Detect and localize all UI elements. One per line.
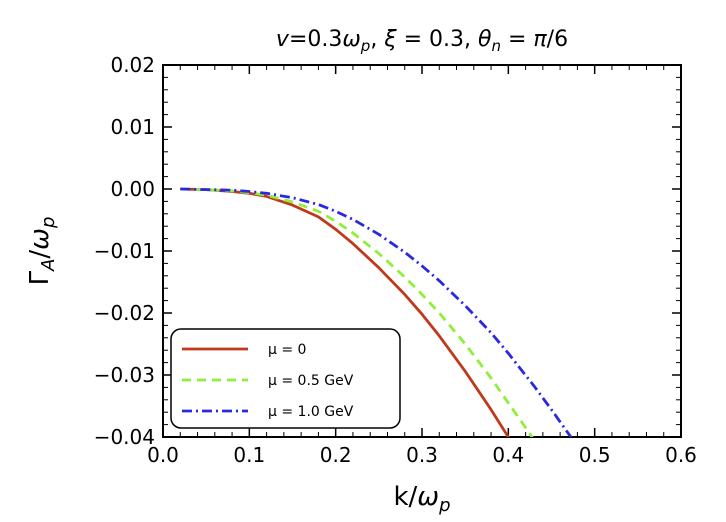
y-axis-title: ΓA/ωp bbox=[25, 217, 59, 286]
y-tick-label: 0.01 bbox=[110, 115, 155, 139]
x-tick-label: 0.2 bbox=[320, 443, 352, 467]
series-layer bbox=[180, 187, 573, 437]
y-tick-label: −0.04 bbox=[94, 425, 155, 449]
x-axis-title: k/ωp bbox=[393, 482, 450, 516]
chart-title: v=0.3ωp, ξ = 0.3, θn = π/6 bbox=[276, 27, 568, 55]
axis-ticks bbox=[162, 64, 682, 438]
legend-label-2: μ = 1.0 GeV bbox=[268, 404, 354, 420]
y-tick-label: −0.03 bbox=[94, 363, 155, 387]
y-tick-label: 0.00 bbox=[110, 177, 155, 201]
x-tick-label: 0.4 bbox=[492, 443, 524, 467]
y-tick-label: −0.01 bbox=[94, 239, 155, 263]
legend-label-1: μ = 0.5 GeV bbox=[268, 373, 354, 389]
x-tick-label: 0.6 bbox=[665, 443, 697, 467]
legend: μ = 0 μ = 0.5 GeV μ = 1.0 GeV bbox=[170, 328, 401, 429]
x-tick-label: 0.3 bbox=[406, 443, 438, 467]
legend-label-0: μ = 0 bbox=[268, 342, 306, 358]
x-tick-label: 0.1 bbox=[233, 443, 265, 467]
x-tick-label: 0.5 bbox=[579, 443, 611, 467]
axis-tick-labels: 0.0 0.1 0.2 0.3 0.4 0.5 0.6 0.02 0.01 0.00 −0.01 −0… bbox=[94, 53, 697, 467]
legend-box bbox=[170, 328, 401, 429]
y-tick-label: −0.02 bbox=[94, 301, 155, 325]
x-tick-label: 0.0 bbox=[147, 443, 179, 467]
y-tick-label: 0.02 bbox=[110, 53, 155, 77]
series-line-2 bbox=[180, 187, 573, 437]
